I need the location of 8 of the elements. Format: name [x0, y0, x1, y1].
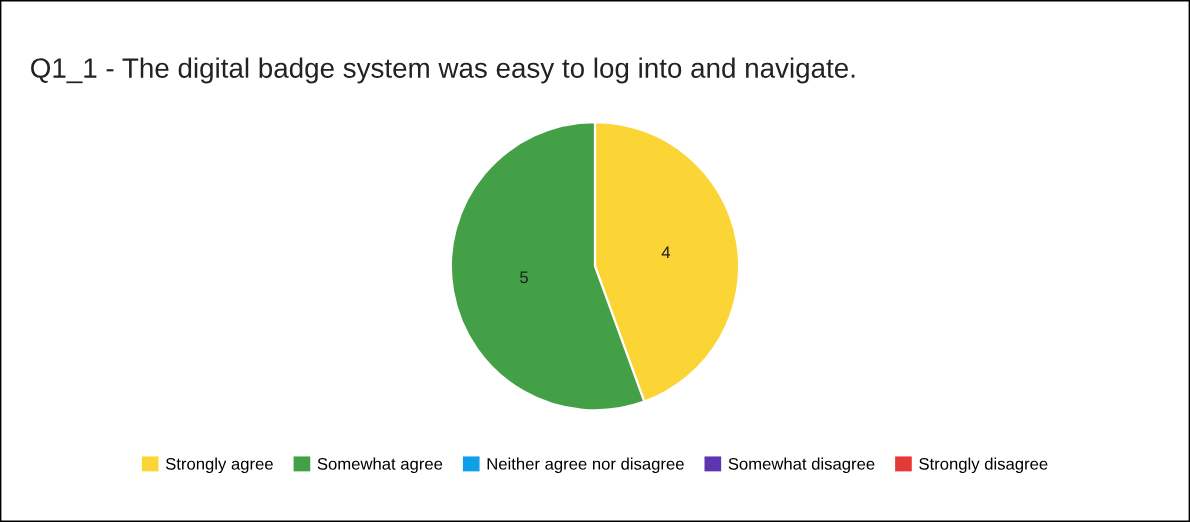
chart-title: Q1_1 - The digital badge system was easy to log into and navigate.: [31, 57, 855, 84]
data-label: 4: [661, 246, 671, 259]
legend-label: Somewhat agree: [317, 457, 443, 474]
legend-label: Somewhat disagree: [728, 457, 875, 474]
legend-label: Neither agree nor disagree: [487, 457, 684, 474]
legend-label: Strongly disagree: [919, 457, 1048, 474]
legend-label: Strongly agree: [165, 457, 273, 474]
data-label: 5: [520, 271, 528, 284]
